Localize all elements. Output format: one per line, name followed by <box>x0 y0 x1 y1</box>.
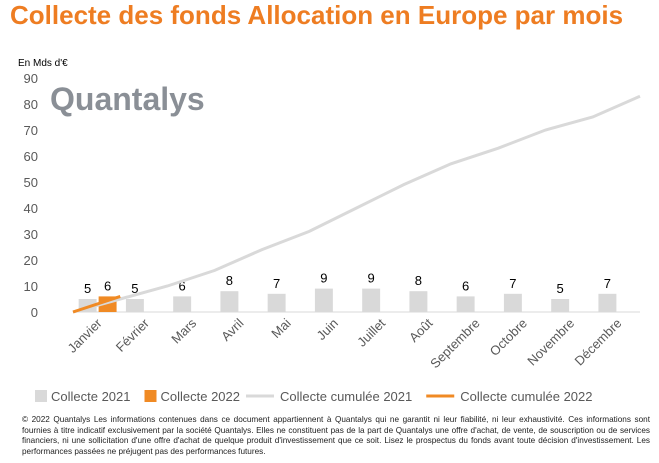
bar <box>362 288 381 312</box>
x-tick-label: Septembre <box>427 316 483 372</box>
data-label: 9 <box>368 271 375 286</box>
x-tick-label: Juillet <box>354 315 388 349</box>
data-label: 8 <box>415 273 422 288</box>
legend-label: Collecte cumulée 2021 <box>280 389 412 404</box>
y-axis-label: En Mds d'€ <box>18 58 68 69</box>
data-label: 9 <box>320 271 327 286</box>
x-tick-label: Octobre <box>487 316 530 359</box>
data-label: 7 <box>604 276 611 291</box>
x-tick-label: Février <box>113 315 153 355</box>
data-label: 7 <box>273 276 280 291</box>
y-tick-label: 90 <box>24 71 38 86</box>
x-tick-label: Janvier <box>64 315 105 356</box>
y-tick-label: 50 <box>24 175 38 190</box>
bar <box>314 288 333 312</box>
y-tick-label: 30 <box>24 227 38 242</box>
data-label: 5 <box>557 281 564 296</box>
line <box>72 294 121 314</box>
x-tick-label: Novembre <box>524 316 577 369</box>
bar <box>551 299 570 312</box>
legend-label: Collecte 2021 <box>51 389 131 404</box>
x-tick-label: Décembre <box>571 316 624 369</box>
x-tick-label: Juin <box>314 316 341 343</box>
data-label: 6 <box>179 278 186 293</box>
bar <box>503 293 522 312</box>
data-label: 6 <box>104 278 111 293</box>
legend-swatch <box>144 390 157 402</box>
bar <box>409 291 428 312</box>
x-tick-label: Mai <box>268 315 293 340</box>
y-tick-label: 60 <box>24 149 38 164</box>
x-tick-label: Avril <box>218 315 246 343</box>
bar <box>125 299 144 312</box>
data-label: 7 <box>509 276 516 291</box>
bar <box>598 293 617 312</box>
y-tick-label: 40 <box>24 201 38 216</box>
bar <box>267 293 286 312</box>
y-tick-label: 0 <box>31 305 38 320</box>
footnote: © 2022 Quantalys Les informations conten… <box>22 415 650 456</box>
bar <box>220 291 239 312</box>
data-label: 5 <box>84 281 91 296</box>
legend-swatch <box>35 390 47 402</box>
x-tick-label: Août <box>406 315 436 345</box>
bar <box>456 296 475 312</box>
watermark: Quantalys <box>50 81 205 117</box>
x-tick-label: Mars <box>168 315 199 346</box>
y-tick-label: 20 <box>24 253 38 268</box>
data-label: 5 <box>131 281 138 296</box>
y-tick-label: 10 <box>24 279 38 294</box>
y-tick-label: 70 <box>24 123 38 138</box>
chart-title: Collecte des fonds Allocation en Europe … <box>10 0 623 30</box>
data-label: 6 <box>462 278 469 293</box>
legend-label: Collecte 2022 <box>161 389 241 404</box>
line <box>72 94 641 314</box>
bar <box>173 296 192 312</box>
data-label: 8 <box>226 273 233 288</box>
y-tick-label: 80 <box>24 97 38 112</box>
legend-label: Collecte cumulée 2022 <box>460 389 592 404</box>
